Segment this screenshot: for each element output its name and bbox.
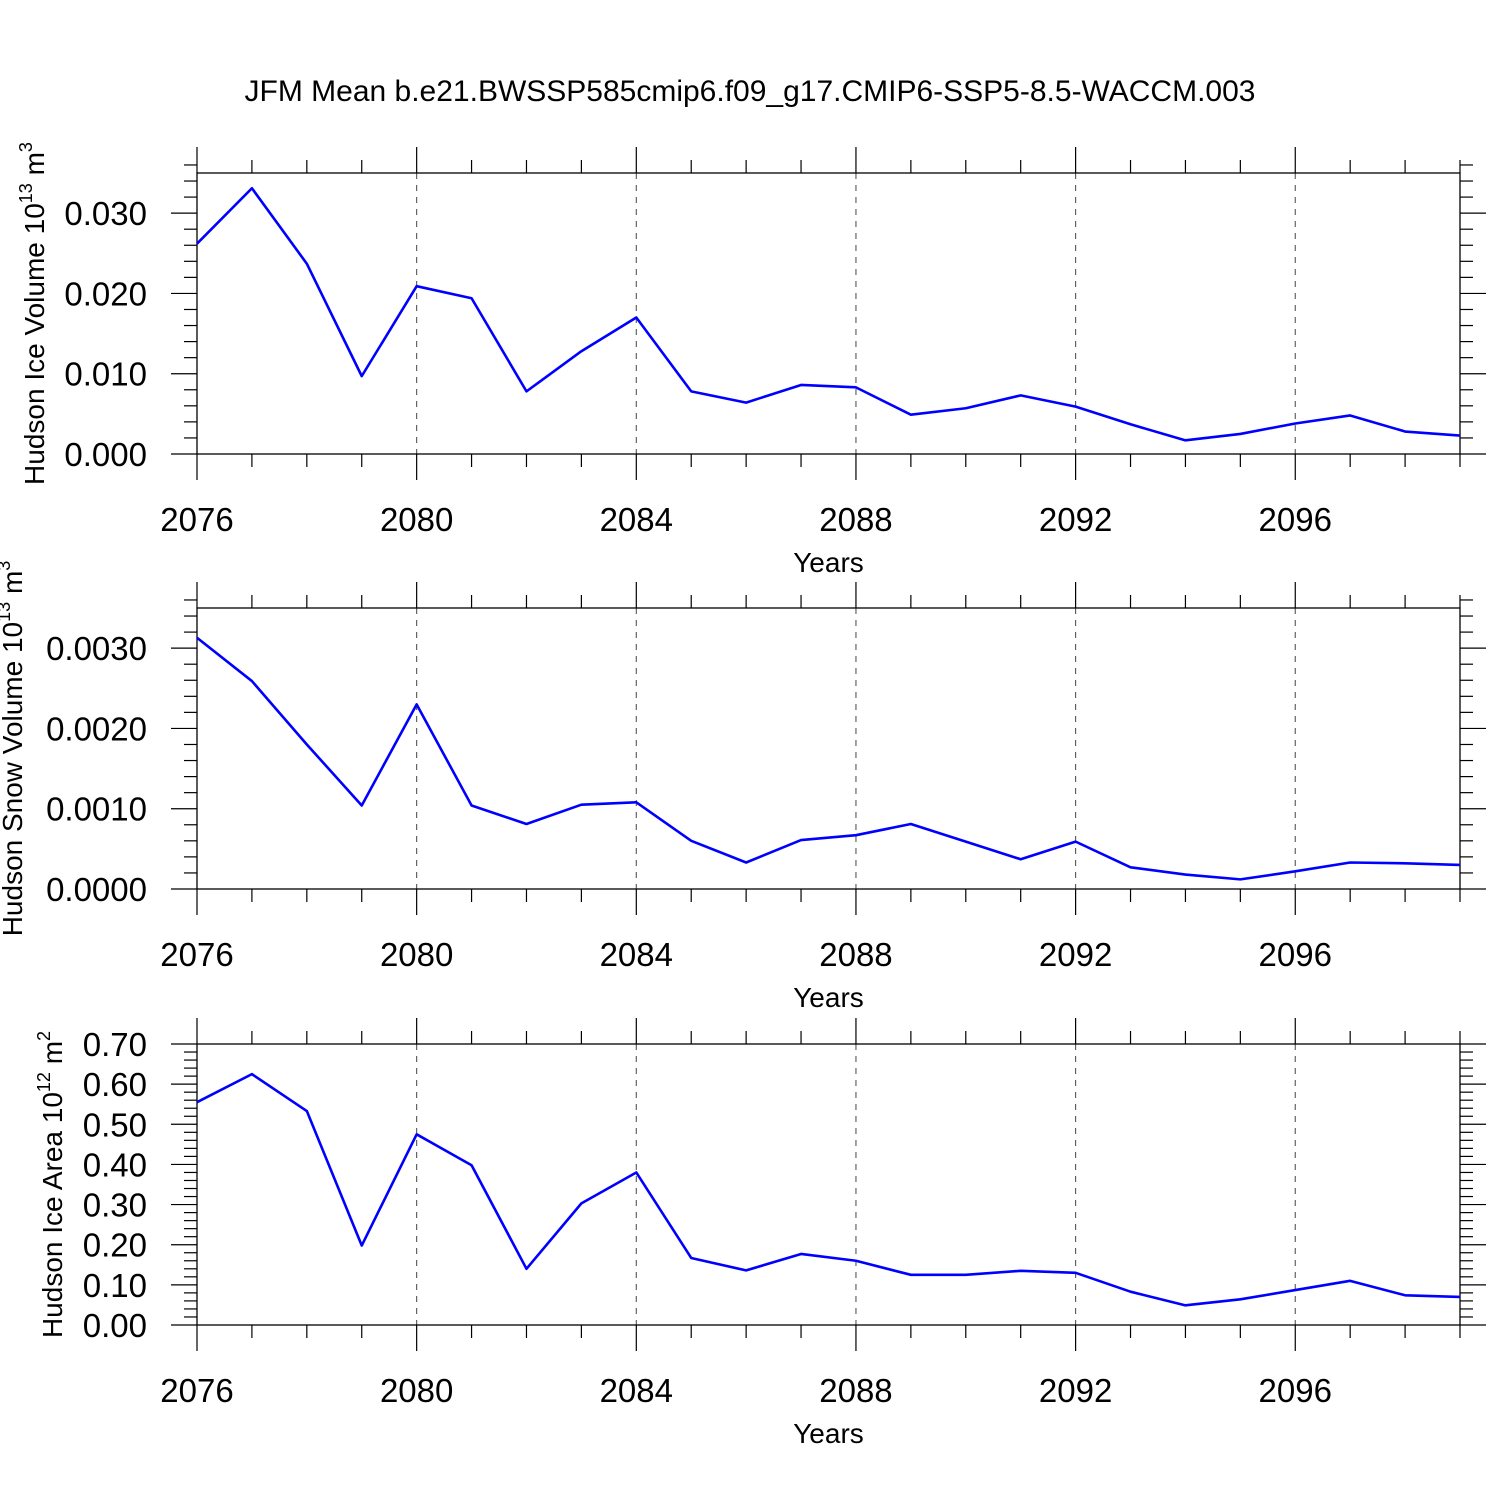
panel-2-y-axis-label: Hudson Snow Volume 1013 m3 xyxy=(0,561,28,937)
panel-1-x-axis-label: Years xyxy=(793,547,864,578)
panel-3-y-tick-label: 0.40 xyxy=(83,1146,147,1183)
panel-1-x-tick-label: 2084 xyxy=(600,501,673,538)
panel-3-y-label-unit: m xyxy=(37,1041,68,1072)
panel-3: 2076 2080 2084 2088 2092 2096 0.000.100.200.30… xyxy=(34,1018,1486,1449)
panel-1-x-tick-label: 2092 xyxy=(1039,501,1112,538)
panel-2-x-tick-label: 2084 xyxy=(600,936,673,973)
panel-1-y-label-unit-exponent: 3 xyxy=(16,142,36,152)
panel-3-x-axis-label: Years xyxy=(793,1418,864,1449)
panel-1-y-tick-label: 0.000 xyxy=(64,436,147,473)
panel-1-x-tick-label: 2080 xyxy=(380,501,453,538)
panel-3-y-label-text: Hudson Ice Area 10 xyxy=(37,1092,68,1338)
panel-3-x-tick-label: 2084 xyxy=(600,1372,673,1409)
panel-1-y-label-unit: m xyxy=(19,152,50,183)
panel-1-y-tick-label: 0.030 xyxy=(64,195,147,232)
panel-1-x-tick-label: 2088 xyxy=(819,501,892,538)
panel-2-y-label-unit-exponent: 3 xyxy=(0,561,14,571)
panel-3-x-tick-label: 2088 xyxy=(819,1372,892,1409)
panel-2-y-tick-label: 0.0020 xyxy=(46,710,147,747)
figure-title: JFM Mean b.e21.BWSSP585cmip6.f09_g17.CMI… xyxy=(245,75,1256,108)
panel-3-y-tick-label: 0.70 xyxy=(83,1026,147,1063)
panel-3-frame xyxy=(196,1043,1461,1326)
panel-2-y-label-text: Hudson Snow Volume 10 xyxy=(0,622,28,936)
panel-1-y-axis-label: Hudson Ice Volume 1013 m3 xyxy=(16,142,50,485)
panel-2-x-tick-label: 2088 xyxy=(819,936,892,973)
panel-1: 2076 2080 2084 2088 2092 2096 0.000 0.010 0.020 0… xyxy=(16,142,1486,578)
panel-3-y-axis-label: Hudson Ice Area 1012 m2 xyxy=(34,1031,68,1338)
panel-2-y-tick-label: 0.0030 xyxy=(46,630,147,667)
panel-2-x-tick-label: 2076 xyxy=(160,936,233,973)
panel-1-y-tick-label: 0.020 xyxy=(64,275,147,312)
panel-2-series-line xyxy=(196,636,1461,881)
panel-1-y-label-exponent: 13 xyxy=(16,183,36,203)
panel-3-x-tick-label: 2080 xyxy=(380,1372,453,1409)
panel-3-y-tick-label: 0.10 xyxy=(83,1267,147,1304)
panel-3-x-tick-label: 2096 xyxy=(1259,1372,1332,1409)
panel-3-y-tick-label: 0.60 xyxy=(83,1066,147,1103)
panel-1-y-tick-label: 0.010 xyxy=(64,356,147,393)
panel-3-y-label-unit-exponent: 2 xyxy=(34,1031,54,1041)
panel-3-y-tick-label: 0.50 xyxy=(83,1106,147,1143)
panel-2-y-tick-label: 0.0010 xyxy=(46,791,147,828)
panel-3-series-line xyxy=(196,1072,1461,1307)
panel-3-y-label-exponent: 12 xyxy=(34,1072,54,1092)
panel-1-series-line xyxy=(196,186,1461,442)
panel-2-x-tick-label: 2080 xyxy=(380,936,453,973)
panel-1-x-tick-label: 2096 xyxy=(1259,501,1332,538)
panel-1-frame xyxy=(196,172,1461,455)
panel-2-x-tick-label: 2096 xyxy=(1259,936,1332,973)
panel-2-frame xyxy=(196,607,1461,890)
panel-1-y-label-text: Hudson Ice Volume 10 xyxy=(19,203,50,485)
panel-2-x-tick-label: 2092 xyxy=(1039,936,1112,973)
panel-3-y-tick-label: 0.30 xyxy=(83,1187,147,1224)
panel-2-y-tick-label: 0.0000 xyxy=(46,871,147,908)
panel-2-y-label-exponent: 13 xyxy=(0,602,14,622)
panel-3-x-tick-label: 2076 xyxy=(160,1372,233,1409)
panel-2: 2076 2080 2084 2088 2092 2096 0.0000 0.0010 0.00… xyxy=(0,561,1486,1013)
panel-1-x-tick-label: 2076 xyxy=(160,501,233,538)
panel-3-x-tick-label: 2092 xyxy=(1039,1372,1112,1409)
panel-2-x-axis-label: Years xyxy=(793,982,864,1013)
panel-3-y-tick-label: 0.20 xyxy=(83,1227,147,1264)
panel-3-y-tick-label: 0.00 xyxy=(83,1307,147,1344)
panel-2-y-label-unit: m xyxy=(0,571,28,602)
